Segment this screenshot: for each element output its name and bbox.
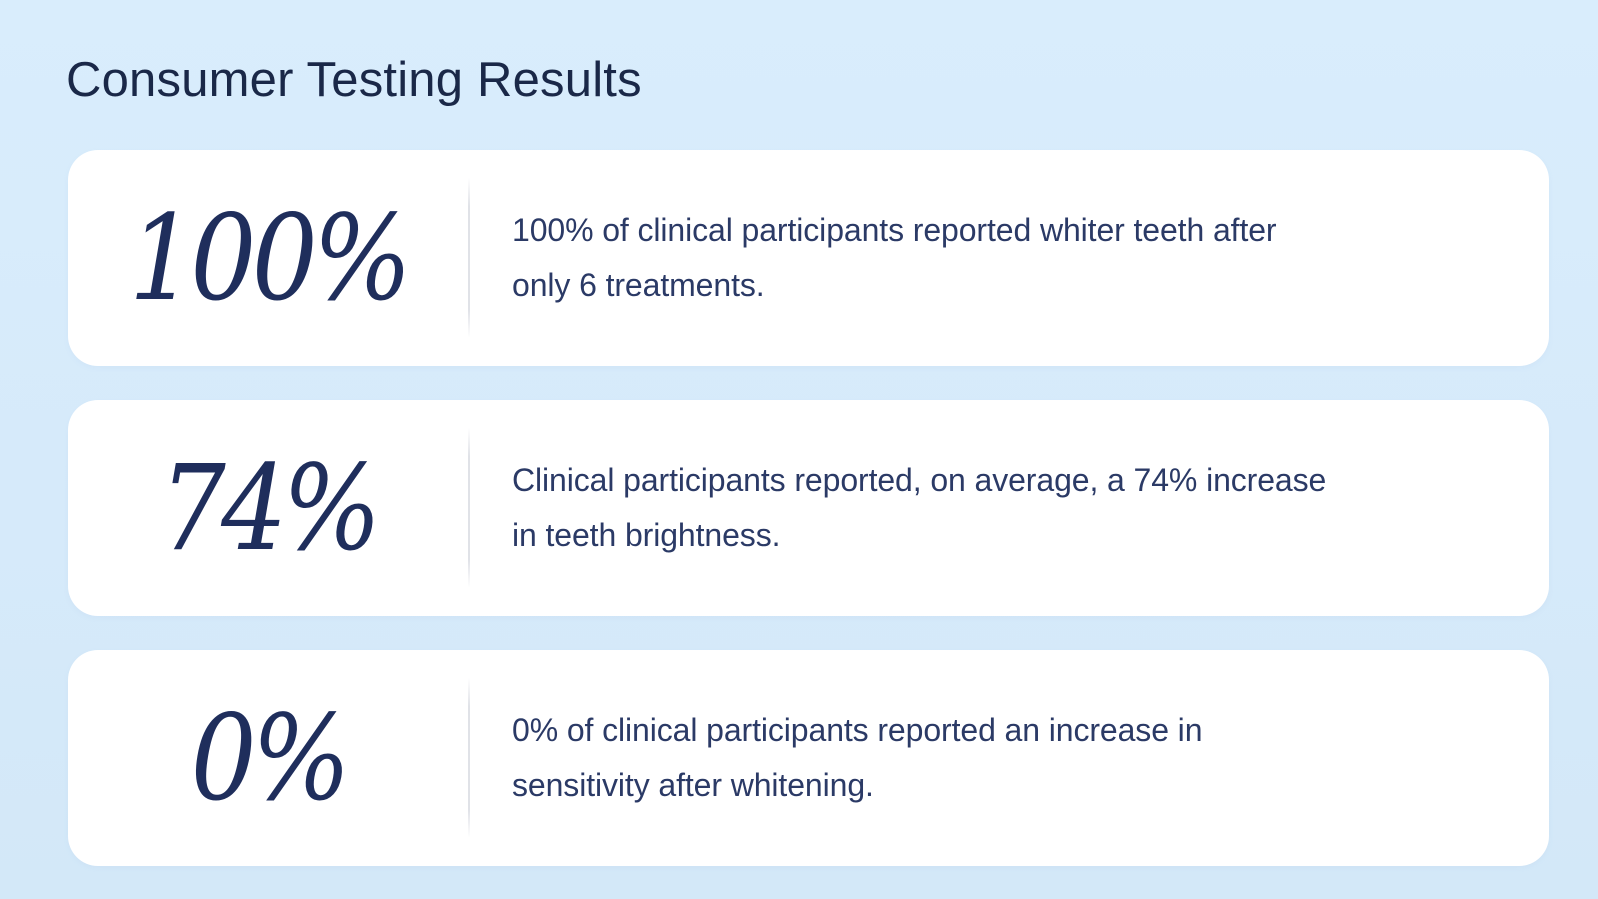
vertical-divider [468, 678, 470, 838]
stat-description-line: 100% of clinical participants reported w… [512, 212, 1277, 248]
vertical-divider [468, 428, 470, 588]
stat-value-column: 0% [68, 699, 468, 817]
stat-value-column: 100% [68, 199, 468, 317]
stat-description-line: only 6 treatments. [512, 267, 765, 303]
stat-value-column: 74% [68, 449, 468, 567]
stat-description: 100% of clinical participants reported w… [512, 203, 1277, 313]
stat-card-list: 100% 100% of clinical participants repor… [68, 150, 1549, 866]
stat-description-line: sensitivity after whitening. [512, 767, 874, 803]
stat-description-line: 0% of clinical participants reported an … [512, 712, 1203, 748]
stat-card: 0% 0% of clinical participants reported … [68, 650, 1549, 866]
stat-card: 74% Clinical participants reported, on a… [68, 400, 1549, 616]
page-title: Consumer Testing Results [66, 52, 642, 107]
stat-value: 0% [190, 689, 350, 827]
stat-description-line: Clinical participants reported, on avera… [512, 462, 1327, 498]
stat-value: 100% [128, 189, 412, 327]
stat-value: 74% [159, 439, 381, 577]
stat-description: 0% of clinical participants reported an … [512, 703, 1202, 813]
vertical-divider [468, 178, 470, 338]
stat-description-line: in teeth brightness. [512, 517, 781, 553]
stat-card: 100% 100% of clinical participants repor… [68, 150, 1549, 366]
stat-description: Clinical participants reported, on avera… [512, 453, 1326, 563]
